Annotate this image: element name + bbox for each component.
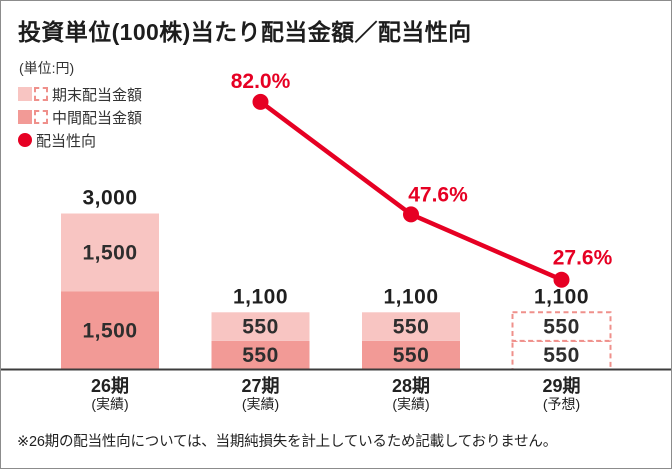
legend-item-yearend: 期末配当金額 xyxy=(18,87,142,104)
legend: 期末配当金額 中間配当金額 配当性向 xyxy=(18,87,142,156)
payout-ratio-label: 27.6% xyxy=(553,247,613,270)
bar-total-label-27期: 1,100 xyxy=(233,285,288,308)
bar-segment-interim-26期 xyxy=(61,291,159,370)
segment-value-interim-26期: 1,500 xyxy=(82,320,137,343)
bar-segment-yearend-29期 xyxy=(511,311,612,342)
yearend-forecast-swatch xyxy=(34,87,48,101)
x-axis-label-26期: 26期 xyxy=(91,376,129,396)
bar-segment-interim-27期 xyxy=(211,340,310,370)
payout-ratio-dot-icon xyxy=(18,133,32,147)
bar-segment-interim-29期 xyxy=(511,339,612,371)
segment-value-yearend-28期: 550 xyxy=(393,316,430,339)
unit-label: (単位:円) xyxy=(19,60,75,76)
x-axis-sublabel-28期: (実績) xyxy=(392,396,429,412)
legend-label-yearend: 期末配当金額 xyxy=(52,86,143,104)
legend-label-interim: 中間配当金額 xyxy=(52,109,143,127)
segment-value-interim-29期: 550 xyxy=(543,344,580,367)
interim-forecast-swatch xyxy=(34,110,48,124)
yearend-solid-swatch xyxy=(18,87,32,101)
payout-ratio-point xyxy=(403,206,419,223)
x-axis-label-27期: 27期 xyxy=(241,376,279,396)
segment-value-yearend-27期: 550 xyxy=(242,316,279,339)
bar-segment-interim-28期 xyxy=(362,340,460,370)
legend-item-interim: 中間配当金額 xyxy=(18,110,142,127)
x-axis-label-29期: 29期 xyxy=(542,376,580,396)
x-axis-sublabel-29期: (予想) xyxy=(543,396,580,412)
bar-segment-yearend-27期 xyxy=(211,312,310,341)
bar-total-label-26期: 3,000 xyxy=(82,187,137,210)
bar-total-label-29期: 1,100 xyxy=(534,285,589,308)
bar-total-label-28期: 1,100 xyxy=(383,285,438,308)
segment-value-yearend-26期: 1,500 xyxy=(82,242,137,265)
segment-value-interim-27期: 550 xyxy=(242,344,279,367)
bar-segment-yearend-26期 xyxy=(61,213,159,292)
x-axis-sublabel-26期: (実績) xyxy=(91,396,128,412)
bar-segment-yearend-28期 xyxy=(362,312,460,341)
chart-title: 投資単位(100株)当たり配当金額／配当性向 xyxy=(18,19,472,45)
segment-value-yearend-29期: 550 xyxy=(543,316,580,339)
interim-solid-swatch xyxy=(18,110,32,124)
legend-item-payout: 配当性向 xyxy=(18,133,142,150)
legend-label-payout: 配当性向 xyxy=(36,132,97,150)
x-axis-label-28期: 28期 xyxy=(392,376,430,396)
x-axis-sublabel-27期: (実績) xyxy=(242,396,279,412)
footnote: ※26期の配当性向については、当期純損失を計上しているため記載しておりません。 xyxy=(17,434,558,450)
payout-ratio-point xyxy=(553,271,570,288)
payout-ratio-label: 82.0% xyxy=(231,70,291,93)
payout-ratio-label: 47.6% xyxy=(408,183,468,206)
segment-value-interim-28期: 550 xyxy=(393,344,430,367)
payout-ratio-point xyxy=(252,93,269,110)
